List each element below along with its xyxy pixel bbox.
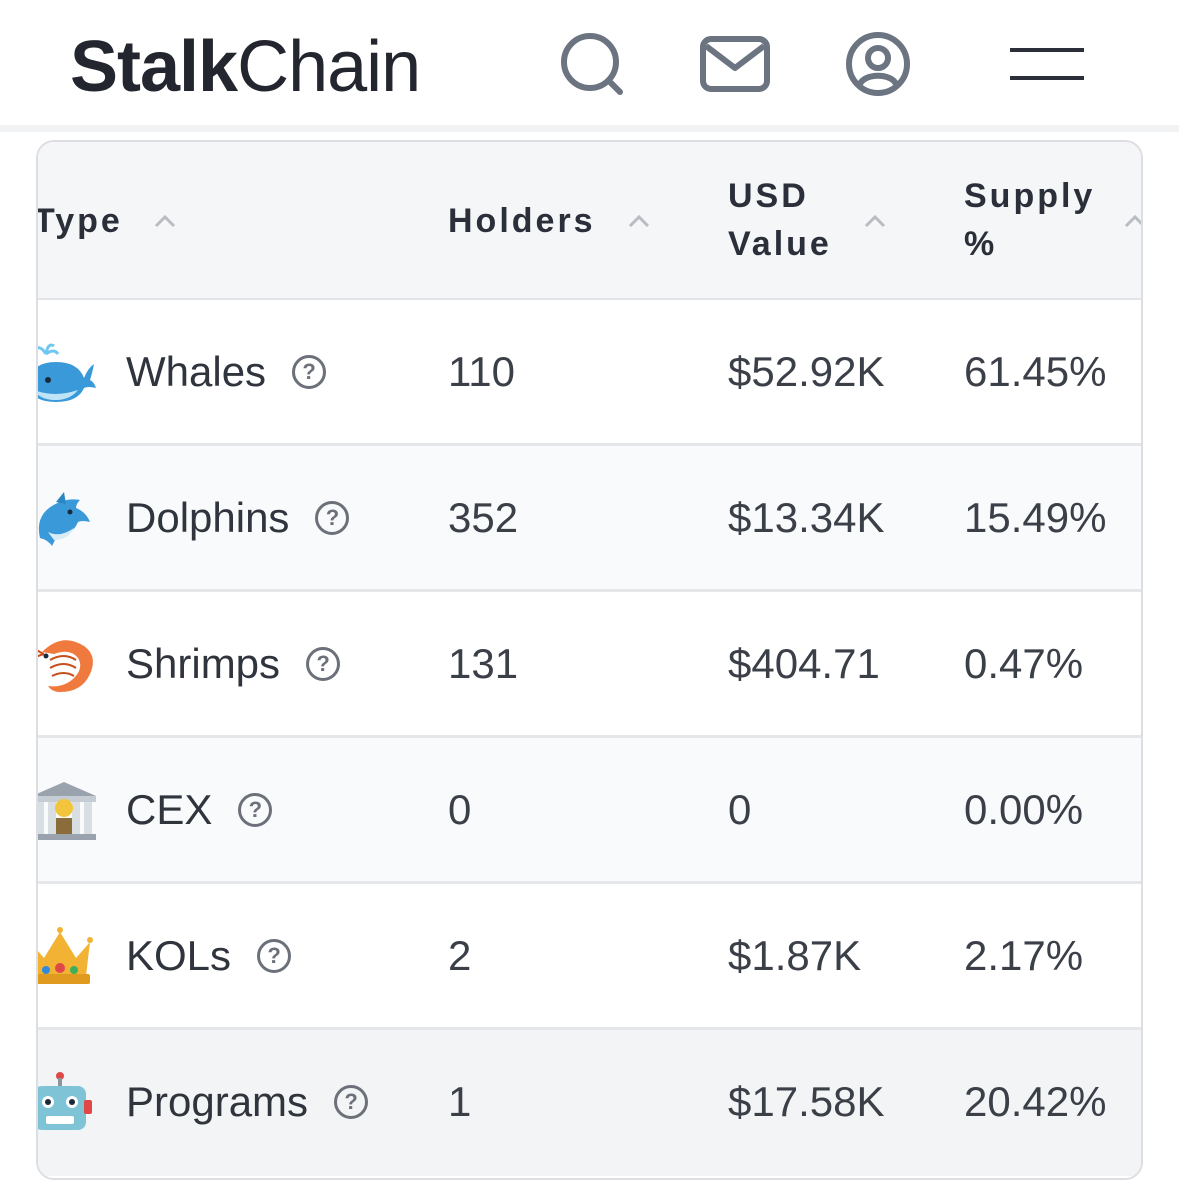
row-type-cell: Whales ? (126, 300, 327, 443)
menu-button[interactable] (1010, 28, 1084, 100)
table-row-dolphins[interactable]: Dolphins ? 352 $13.34K 15.49% (38, 446, 1141, 592)
table-row-kols[interactable]: KOLs ? 2 $1.87K 2.17% (38, 884, 1141, 1030)
row-type-cell: CEX ? (126, 738, 273, 881)
type-label: Whales (126, 347, 267, 395)
usd-value: 0 (728, 785, 752, 833)
row-type-cell: Programs ? (126, 1030, 369, 1173)
help-icon[interactable]: ? (257, 938, 292, 973)
sort-holders-icon[interactable] (628, 214, 650, 228)
help-icon[interactable]: ? (315, 500, 350, 535)
row-type-cell: Dolphins ? (126, 446, 350, 589)
sort-usd-icon[interactable] (864, 214, 886, 228)
usd-value: $13.34K (728, 493, 885, 541)
crown-icon (38, 927, 93, 984)
usd-value: $404.71 (728, 639, 880, 687)
supply-value: 15.49% (964, 493, 1107, 541)
col-usd-label-2: Value (728, 225, 832, 263)
type-label: Shrimps (126, 639, 281, 687)
logo-light: Chain (237, 27, 421, 107)
mail-button[interactable] (699, 28, 771, 100)
holders-value: 2 (448, 931, 472, 979)
usd-value: $17.58K (728, 1077, 885, 1125)
row-type-cell: Shrimps ? (126, 592, 341, 735)
col-usd-label-1: USD (728, 177, 809, 215)
table-row-whales[interactable]: Whales ? 110 $52.92K 61.45% (38, 300, 1141, 446)
col-holders-header[interactable]: Holders (448, 197, 596, 245)
bank-icon (38, 782, 96, 840)
type-label: Dolphins (126, 493, 290, 541)
table-row-cex[interactable]: CEX ? 0 0 0.00% (38, 738, 1141, 884)
help-icon[interactable]: ? (238, 792, 273, 827)
col-type-header[interactable]: Type (36, 197, 123, 245)
logo-bold: Stalk (70, 27, 238, 107)
header-divider (0, 125, 1179, 132)
table-row-shrimps[interactable]: Shrimps ? 131 $404.71 0.47% (38, 592, 1141, 738)
holders-value: 110 (448, 347, 515, 395)
holders-value: 0 (448, 785, 472, 833)
supply-value: 61.45% (964, 347, 1107, 395)
user-icon (846, 32, 910, 96)
supply-value: 2.17% (964, 931, 1084, 979)
logo[interactable]: StalkChain (70, 22, 421, 112)
whale-icon (38, 343, 96, 402)
col-type-label: Type (36, 202, 123, 240)
col-supply-label-1: Supply (964, 177, 1096, 215)
col-usd-header[interactable]: USD Value (728, 172, 832, 268)
holders-value: 131 (448, 639, 519, 687)
supply-value: 0.47% (964, 639, 1084, 687)
help-icon[interactable]: ? (306, 646, 341, 681)
robot-icon (38, 1072, 92, 1130)
account-button[interactable] (842, 28, 914, 100)
dolphin-icon (38, 492, 90, 546)
usd-value: $1.87K (728, 931, 862, 979)
col-holders-label: Holders (448, 202, 596, 240)
shrimp-icon (38, 640, 93, 692)
sort-type-icon[interactable] (154, 214, 176, 228)
table-header: Type Holders USD Value Supply % (36, 142, 1143, 300)
usd-value: $52.92K (728, 347, 885, 395)
col-supply-label-2: % (964, 225, 998, 263)
supply-value: 20.42% (964, 1077, 1107, 1125)
supply-value: 0.00% (964, 785, 1084, 833)
help-icon[interactable]: ? (292, 354, 327, 389)
top-header: StalkChain (0, 0, 1179, 126)
sort-supply-icon[interactable] (1124, 214, 1143, 228)
col-supply-header[interactable]: Supply % (964, 172, 1095, 268)
type-label: KOLs (126, 931, 232, 979)
table-row-programs[interactable]: Programs ? 1 $17.58K 20.42% (38, 1030, 1141, 1176)
type-label: Programs (126, 1077, 309, 1125)
mail-icon (700, 36, 770, 92)
holders-value: 1 (448, 1077, 472, 1125)
holders-value: 352 (448, 493, 519, 541)
type-label: CEX (126, 785, 213, 833)
search-icon (561, 33, 623, 95)
help-icon[interactable]: ? (334, 1084, 369, 1119)
search-button[interactable] (556, 28, 628, 100)
row-type-cell: KOLs ? (126, 884, 292, 1027)
menu-icon (1010, 48, 1084, 80)
holders-table: Type Holders USD Value Supply % Whales ? (36, 140, 1143, 1180)
